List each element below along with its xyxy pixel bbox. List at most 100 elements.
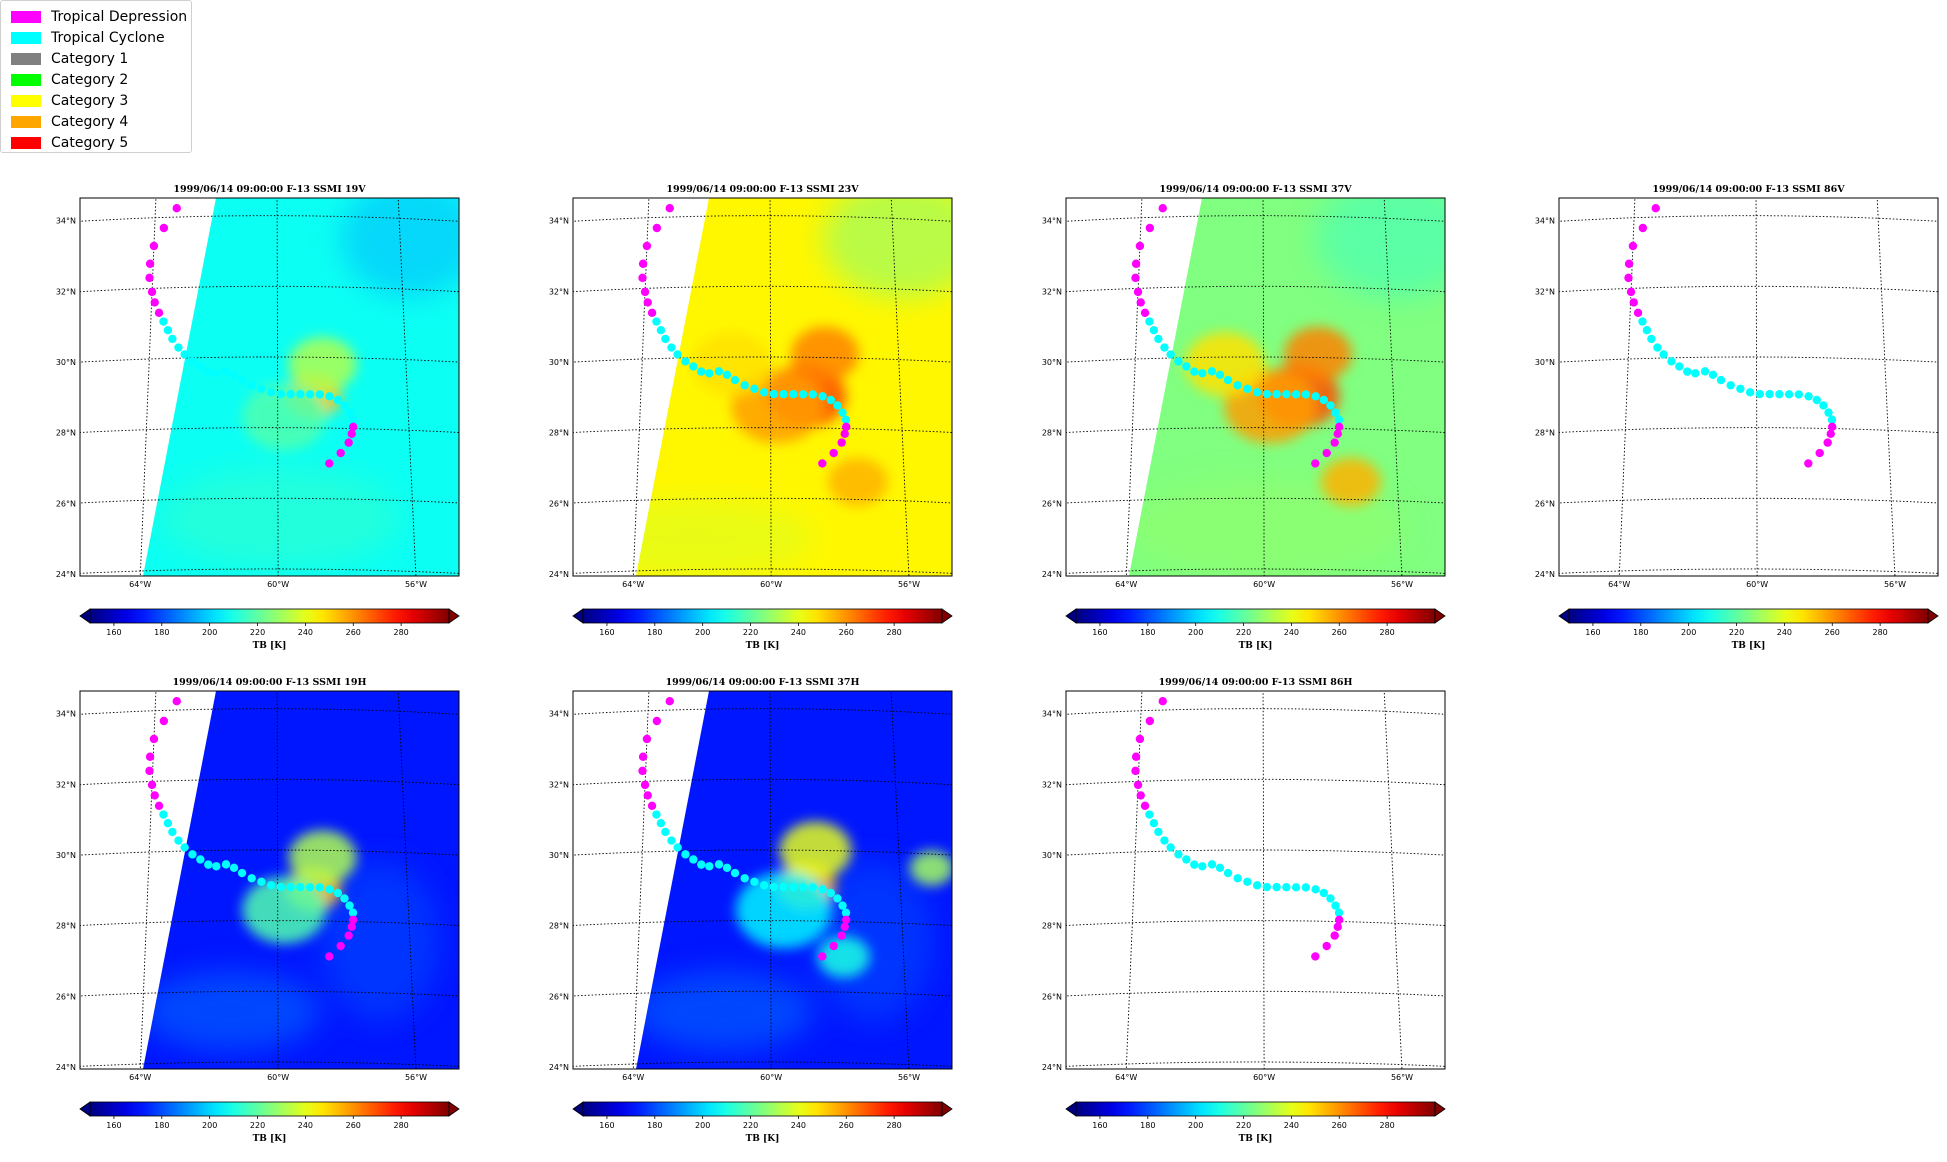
track-point — [347, 922, 356, 932]
track-point — [841, 422, 851, 432]
colorbar-tick-label: 160 — [1092, 1121, 1107, 1130]
track-point — [681, 357, 690, 366]
track-point — [705, 862, 714, 871]
colorbar-tick-label: 260 — [1332, 628, 1347, 637]
track-point — [1282, 882, 1291, 892]
lat-tick-label: 32°N — [1535, 287, 1555, 296]
lon-tick-label: 60°W — [1253, 1073, 1275, 1082]
legend-swatch — [11, 137, 41, 149]
track-point — [154, 308, 164, 318]
track-point — [689, 855, 698, 864]
track-point — [1826, 429, 1835, 439]
lon-tick-label: 64°W — [129, 580, 151, 589]
lat-tick-label: 34°N — [1535, 217, 1555, 226]
storm-track — [1624, 203, 1837, 468]
colorbar-tick-label: 240 — [1284, 1121, 1299, 1130]
lat-tick-label: 24°N — [549, 1063, 569, 1072]
panel-frame — [79, 690, 460, 1070]
track-point — [159, 223, 169, 233]
colorbar: 160 180 200 220 240 260 280 TB [K] — [572, 608, 953, 651]
track-point — [147, 780, 157, 790]
colorbar-tick-label: 200 — [202, 628, 217, 637]
track-point — [1775, 389, 1784, 399]
track-point — [759, 881, 769, 890]
map-panel: 1999/06/14 09:00:00 F-13 SSMI 37V 34°N 32°… — [1042, 184, 1446, 651]
track-point — [1182, 362, 1191, 371]
colorbar-label: TB [K] — [1732, 641, 1766, 651]
legend-label: Category 2 — [51, 72, 129, 88]
track-point — [1174, 357, 1183, 366]
track-point — [656, 819, 666, 828]
lat-tick-label: 30°N — [1042, 358, 1062, 367]
colorbar: 160 180 200 220 240 260 280 TB [K] — [1065, 608, 1446, 651]
track-point — [1827, 422, 1837, 432]
track-point — [188, 357, 197, 366]
track-point — [661, 827, 670, 837]
panel-title: 1999/06/14 09:00:00 F-13 SSMI 23V — [666, 184, 859, 195]
track-point — [145, 752, 155, 761]
track-point — [1812, 395, 1822, 405]
track-point — [1198, 369, 1207, 378]
track-point — [837, 438, 846, 447]
colorbar-tick-label: 160 — [106, 1121, 121, 1130]
track-point — [722, 863, 732, 873]
colorbar-tick-label: 180 — [1633, 628, 1648, 637]
track-point — [1160, 343, 1169, 352]
track-point — [174, 836, 183, 845]
lon-tick-label: 60°W — [1253, 580, 1275, 589]
lat-tick-label: 24°N — [549, 570, 569, 579]
track-point — [1131, 766, 1140, 776]
track-point — [1683, 367, 1692, 376]
colorbar-tick-label: 280 — [886, 1121, 901, 1130]
lat-tick-label: 28°N — [56, 429, 76, 438]
colorbar: 160 180 200 220 240 260 280 TB [K] — [1065, 1101, 1446, 1144]
track-point — [1198, 862, 1207, 871]
track-point — [1659, 350, 1668, 359]
track-point — [1819, 401, 1828, 410]
colorbar-tick-label: 280 — [393, 1121, 408, 1130]
track-point — [1291, 390, 1301, 399]
track-point — [348, 415, 358, 424]
track-point — [1262, 389, 1272, 399]
track-point — [656, 326, 666, 335]
track-point — [1330, 438, 1339, 447]
track-point — [1311, 885, 1320, 894]
track-point — [1131, 259, 1141, 268]
panel-title: 1999/06/14 09:00:00 F-13 SSMI 37H — [666, 677, 860, 688]
brightness-field — [143, 198, 459, 576]
track-point — [1311, 952, 1320, 961]
track-point — [1311, 392, 1320, 401]
track-point — [818, 885, 827, 894]
track-point — [840, 429, 849, 439]
track-point — [798, 390, 808, 399]
track-point — [315, 390, 325, 399]
lon-tick-label: 64°W — [622, 580, 644, 589]
lat-tick-label: 30°N — [1535, 358, 1555, 367]
track-point — [1131, 752, 1141, 761]
track-point — [1140, 308, 1150, 318]
track-point — [1319, 395, 1329, 405]
graticule — [573, 198, 952, 576]
track-point — [1716, 375, 1726, 385]
colorbar-tick-label: 240 — [298, 628, 313, 637]
track-point — [1311, 459, 1320, 468]
track-point — [1182, 855, 1191, 864]
colorbar: 160 180 200 220 240 260 280 TB [K] — [1558, 608, 1939, 651]
track-point — [1158, 696, 1167, 706]
lat-tick-label: 24°N — [56, 570, 76, 579]
track-point — [740, 874, 749, 883]
track-point — [345, 901, 354, 910]
colorbar-tick-label: 280 — [1872, 628, 1887, 637]
lat-tick-label: 30°N — [549, 851, 569, 860]
track-point — [159, 317, 168, 326]
colorbar-tick-label: 260 — [1332, 1121, 1347, 1130]
colorbar-tick-label: 280 — [1379, 628, 1394, 637]
lat-tick-label: 34°N — [549, 217, 569, 226]
track-point — [789, 389, 798, 399]
track-point — [286, 389, 295, 399]
track-point — [257, 877, 266, 886]
lat-tick-label: 34°N — [56, 217, 76, 226]
track-point — [1207, 367, 1217, 376]
panel-title: 1999/06/14 09:00:00 F-13 SSMI 37V — [1159, 184, 1352, 195]
graticule — [1066, 691, 1445, 1069]
